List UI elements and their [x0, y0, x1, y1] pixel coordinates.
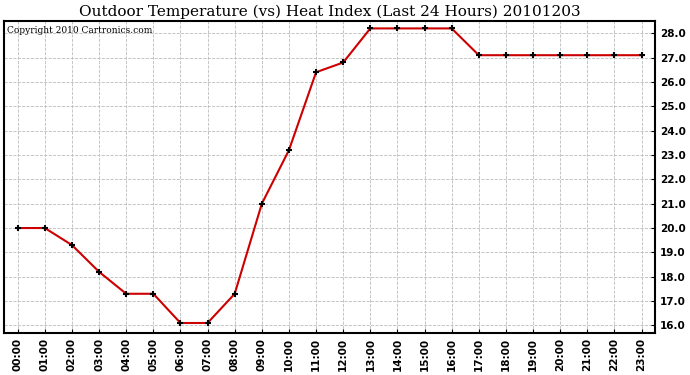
Text: Copyright 2010 Cartronics.com: Copyright 2010 Cartronics.com: [8, 26, 152, 35]
Title: Outdoor Temperature (vs) Heat Index (Last 24 Hours) 20101203: Outdoor Temperature (vs) Heat Index (Las…: [79, 4, 580, 18]
